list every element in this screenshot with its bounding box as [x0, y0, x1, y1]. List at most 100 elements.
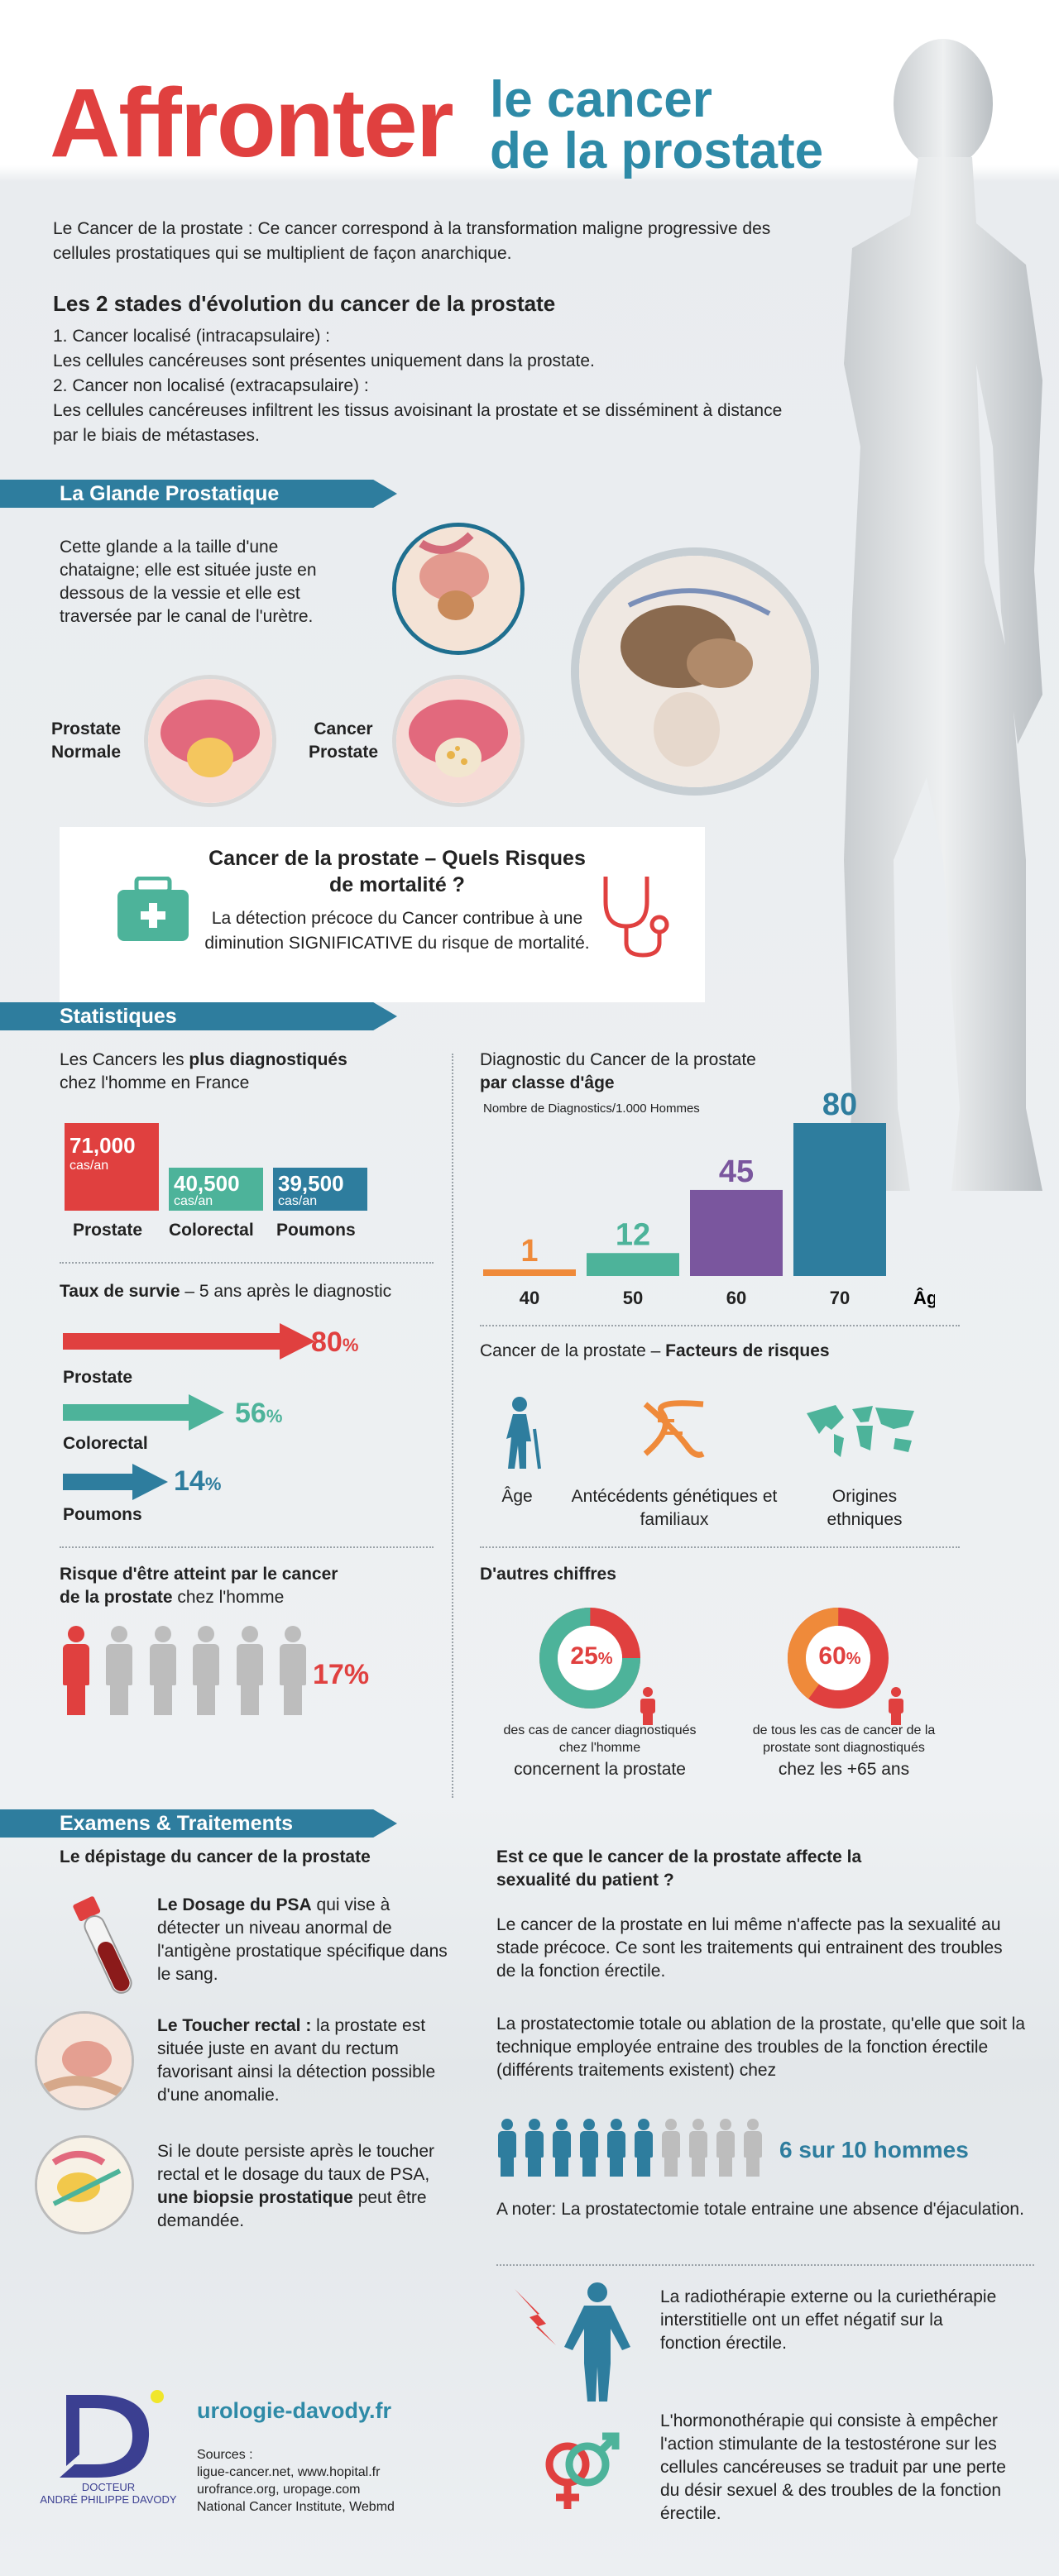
page-title: Affronter [50, 69, 454, 178]
sexuality-title: Est ce que le cancer de la prostate affe… [496, 1847, 862, 1890]
donut-25 [539, 1608, 640, 1709]
person-icon [149, 1626, 176, 1715]
bar-value-label: 45 [719, 1154, 754, 1189]
diag-title: Les Cancers les plus diagnostiqués chez … [60, 1050, 347, 1092]
person-icon [280, 1626, 307, 1715]
factor-genetics: Antécédents génétiques et familiaux [571, 1487, 778, 1529]
page-subtitle: le cancer de la prostate [490, 71, 824, 179]
bar-40 [483, 1269, 576, 1276]
donut-25-value: 25% [570, 1642, 613, 1670]
person-icon [689, 2119, 707, 2177]
person-icon [525, 2119, 544, 2177]
hormonotherapy-text: L'hormonothérapie qui consiste à empêche… [660, 2411, 1006, 2523]
person-icon [716, 2119, 735, 2177]
banner-glande: La Glande Prostatique [0, 480, 397, 508]
person-icon [744, 2119, 762, 2177]
age-bar-chart: 1 40 12 50 45 60 80 70 Âge [483, 1087, 935, 1308]
person-icon [498, 2119, 516, 2177]
divider [60, 1546, 434, 1548]
x-tick-label: 70 [830, 1288, 850, 1308]
bar-70 [793, 1123, 886, 1276]
prostate-normal-circle [144, 675, 276, 807]
donut-center [806, 1626, 870, 1690]
vertical-divider [452, 1054, 453, 1798]
x-tick-label: 60 [726, 1288, 746, 1308]
prostate-cancer-icon [396, 679, 520, 803]
anatomy-zoom-circle [571, 547, 819, 796]
davody-logo-icon [60, 2390, 164, 2478]
risk-people-row [63, 1626, 344, 1717]
donut-60-text: de tous les cas de cancer de la prostate… [752, 1723, 936, 1755]
toucher-circle [35, 2011, 134, 2110]
donut-remainder [539, 1608, 640, 1709]
prostate-cancer-circle [392, 675, 525, 807]
stat-box-colorectal: 40,500 cas/an [169, 1168, 263, 1211]
website-link[interactable]: urologie-davody.fr [197, 2398, 392, 2423]
age-chart-title: Diagnostic du Cancer de la prostate par … [480, 1050, 756, 1092]
donut-60-value: 60% [818, 1642, 861, 1670]
person-icon [635, 2119, 653, 2177]
psa-text: Le Dosage du PSA qui vise à détecter un … [157, 1895, 448, 1984]
stat-box-poumons: 39,500 cas/an [273, 1168, 367, 1211]
x-axis-label: Âge [913, 1288, 935, 1308]
survival-title: Taux de survie – 5 ans après le diagnost… [60, 1282, 392, 1301]
bar-value-label: 80 [822, 1087, 857, 1122]
donut-60 [788, 1608, 889, 1709]
survival-label-poumons: Poumons [63, 1505, 142, 1524]
x-tick-label: 50 [623, 1288, 643, 1308]
risk-title: Risque d'être atteint par le cancer de l… [60, 1565, 338, 1607]
survival-pct-prostate: 80% [311, 1326, 359, 1358]
stat-label-prostate: Prostate [73, 1221, 143, 1240]
age-chart-subtitle: Nombre de Diagnostics/1.000 Hommes [483, 1102, 700, 1116]
label-prostate-normale: Prostate Normale [51, 719, 122, 762]
person-icon [580, 2119, 598, 2177]
human-figure-illustration [844, 39, 1042, 1191]
stethoscope-icon [603, 877, 669, 958]
person-icon [193, 1626, 220, 1715]
small-person-icon [889, 1687, 903, 1725]
donut-60-text2: chez les +65 ans [778, 1760, 910, 1779]
person-icon [106, 1626, 133, 1715]
rectal-exam-icon [37, 2014, 132, 2108]
elderly-person-icon [506, 1397, 541, 1470]
ratio-text: 6 sur 10 hommes [779, 2137, 969, 2163]
bar-value-label: 12 [616, 1217, 650, 1252]
intro-text: Le Cancer de la prostate : Ce cancer cor… [53, 219, 771, 263]
biopsie-circle [35, 2135, 134, 2234]
banner-statistiques: Statistiques [0, 1002, 397, 1030]
depistage-title: Le dépistage du cancer de la prostate [60, 1847, 371, 1866]
donut-center [558, 1626, 622, 1690]
divider [496, 2264, 1034, 2266]
world-map-icon [807, 1405, 914, 1457]
factors-title: Cancer de la prostate – Facteurs de risq… [480, 1341, 830, 1360]
anatomy-circle-1 [392, 523, 525, 655]
divider [480, 1546, 960, 1548]
sources: Sources : ligue-cancer.net, www.hopital.… [197, 2448, 395, 2514]
biopsie-text: Si le doute persiste après le toucher re… [157, 2142, 435, 2230]
person-icon [236, 1626, 263, 1715]
person-icon [553, 2119, 571, 2177]
radiotherapy-text: La radiothérapie externe ou la curiethér… [660, 2287, 997, 2353]
factor-ethnic: Origines ethniques [827, 1487, 903, 1529]
survival-arrow-colorectal [63, 1394, 224, 1431]
survival-pct-colorectal: 56% [235, 1398, 283, 1429]
survival-arrow-poumons [63, 1464, 168, 1500]
donut-25-text: des cas de cancer diagnostiqués chez l'h… [503, 1723, 697, 1755]
person-icon [63, 1626, 89, 1715]
banner-examens: Examens & Traitements [0, 1809, 397, 1838]
risk-value: 17% [313, 1659, 370, 1690]
divider [60, 1262, 434, 1264]
survival-label-prostate: Prostate [63, 1368, 133, 1387]
dna-icon [643, 1400, 705, 1458]
stat-box-prostate: 71,000 cas/an [65, 1123, 159, 1211]
radiotherapy-icon [515, 2282, 630, 2402]
mortality-title: Cancer de la prostate – Quels Risques de… [208, 847, 586, 896]
bar-50 [587, 1253, 679, 1276]
factor-age: Âge [501, 1487, 533, 1506]
stages-text: 1. Cancer localisé (intracapsulaire) : L… [53, 327, 783, 445]
note-text: A noter: La prostatectomie totale entrai… [496, 2200, 1024, 2219]
logo-text: DOCTEUR ANDRÉ PHILIPPE DAVODY [40, 2481, 177, 2506]
x-tick-label: 40 [520, 1288, 539, 1308]
donut-25-text2: concernent la prostate [514, 1760, 686, 1779]
sexuality-p2: La prostatectomie totale ou ablation de … [496, 2014, 1026, 2080]
